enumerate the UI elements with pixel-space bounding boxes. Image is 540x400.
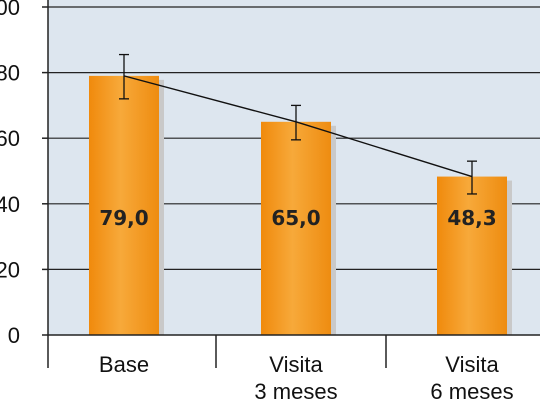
bars [89, 75, 512, 335]
y-tick-label: 0 [8, 323, 20, 348]
y-tick-labels: 0 20 40 60 80 100 [0, 0, 20, 348]
y-tick-label: 40 [0, 192, 20, 217]
error-bar-0 [119, 53, 129, 100]
data-labels: 79,0 65,0 48,3 [99, 206, 496, 230]
data-label: 79,0 [99, 206, 148, 230]
axes [42, 0, 540, 368]
y-tick-label: 100 [0, 0, 20, 20]
y-tick-label: 60 [0, 126, 20, 151]
x-tick-label: Visita 6 meses [430, 352, 513, 400]
category-labels: Base Visita 3 meses Visita 6 meses [99, 352, 514, 400]
bar-1 [261, 121, 331, 335]
error-bar-1 [291, 104, 301, 141]
x-tick-label: Visita 3 meses [254, 352, 337, 400]
bar-0 [89, 75, 159, 335]
y-tick-label: 20 [0, 257, 20, 282]
bar-2 [437, 176, 507, 335]
y-tick-label: 80 [0, 61, 20, 86]
error-bars [119, 53, 477, 195]
x-tick-label: Base [99, 352, 149, 377]
error-bar-2 [467, 160, 477, 195]
data-label: 48,3 [447, 206, 496, 230]
data-label: 65,0 [271, 206, 320, 230]
